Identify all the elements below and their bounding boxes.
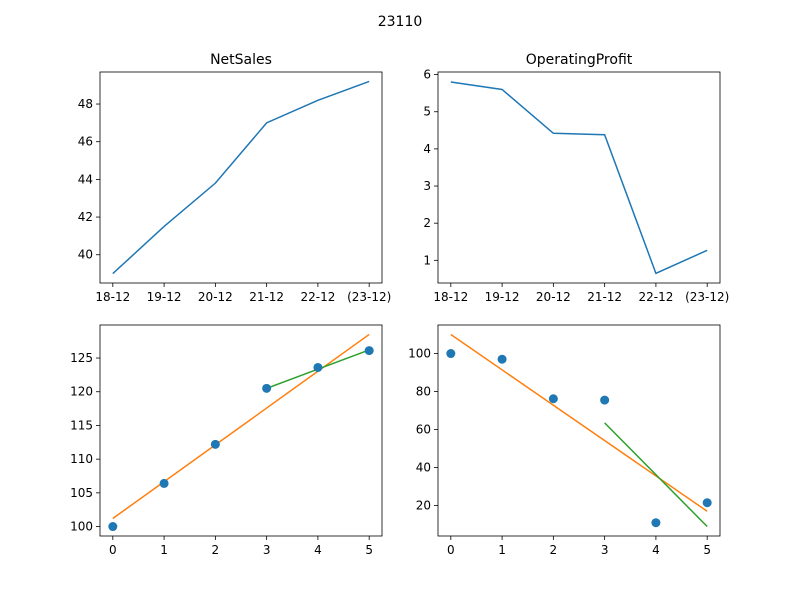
scatter-point	[548, 394, 558, 404]
y-tick-label: 40	[416, 461, 431, 475]
y-tick-label: 60	[416, 423, 431, 437]
x-tick-label: 19-12	[147, 290, 182, 304]
y-tick-label: 105	[70, 486, 93, 500]
scatter-point	[702, 498, 712, 508]
plot-frame	[437, 324, 721, 537]
x-tick-label: 22-12	[638, 290, 673, 304]
x-tick-label: (23-12)	[347, 290, 391, 304]
fit-line-1	[450, 333, 708, 512]
x-tick-label: 21-12	[587, 290, 622, 304]
x-tick-label: 0	[447, 543, 455, 557]
scatter-point	[313, 362, 323, 372]
scatter-point	[651, 518, 661, 528]
x-tick-label: 2	[550, 543, 558, 557]
x-tick-label: 20-12	[198, 290, 233, 304]
y-tick-label: 6	[423, 68, 431, 82]
y-tick-label: 46	[78, 135, 93, 149]
y-tick-label: 115	[70, 418, 93, 432]
x-tick-label: 18-12	[433, 290, 468, 304]
y-tick-label: 110	[70, 452, 93, 466]
x-tick-label: 18-12	[95, 290, 130, 304]
x-tick-label: 1	[160, 543, 168, 557]
plot-frame	[99, 324, 383, 537]
chart-4: 0 1 2 3 4 5 20 40 60 80 100	[408, 324, 721, 557]
x-tick-label: 0	[109, 543, 117, 557]
y-tick-label: 100	[408, 347, 431, 361]
y-tick-label: 1	[423, 253, 431, 267]
scatter-point	[262, 383, 272, 393]
chart-3: 0 1 2 3 4 5 100 105 110 115 120 125	[70, 324, 383, 557]
y-tick-label: 120	[70, 385, 93, 399]
x-tick-label: 19-12	[485, 290, 520, 304]
y-tick-label: 125	[70, 351, 93, 365]
scatter-point	[497, 354, 507, 364]
plot-frame	[99, 71, 383, 284]
fit-line-1	[112, 333, 370, 520]
chart-2: OperatingProfit 18-12 19-12 20-12 21-12 22-12…	[423, 52, 729, 304]
y-tick-label: 2	[423, 216, 431, 230]
chart-title: NetSales	[210, 52, 272, 68]
y-tick-label: 48	[78, 97, 93, 111]
x-tick-label: 5	[703, 543, 711, 557]
y-tick-label: 100	[70, 520, 93, 534]
x-tick-label: (23-12)	[685, 290, 729, 304]
scatter-point	[446, 349, 456, 359]
x-tick-label: 2	[212, 543, 220, 557]
series-line	[112, 80, 370, 275]
chart-1: NetSales 18-12 19-12 20-12 21-12 22-12 (23-12)…	[78, 52, 392, 304]
x-tick-label: 4	[314, 543, 322, 557]
scatter-point	[600, 395, 610, 405]
x-tick-label: 3	[263, 543, 271, 557]
y-tick-label: 4	[423, 142, 431, 156]
x-tick-label: 20-12	[536, 290, 571, 304]
chart-title: OperatingProfit	[526, 52, 633, 68]
series-line	[450, 81, 708, 275]
y-tick-label: 80	[416, 385, 431, 399]
x-tick-label: 4	[652, 543, 660, 557]
scatter-point	[108, 522, 118, 532]
fit-line-2	[604, 422, 708, 528]
scatter-point	[364, 346, 374, 356]
y-tick-label: 20	[416, 499, 431, 513]
y-tick-label: 3	[423, 179, 431, 193]
y-tick-label: 44	[78, 172, 93, 186]
figure-suptitle: 23110	[378, 14, 423, 30]
x-tick-label: 21-12	[249, 290, 284, 304]
x-tick-label: 22-12	[300, 290, 335, 304]
scatter-point	[210, 439, 220, 449]
scatter-point	[159, 478, 169, 488]
plot-frame	[437, 71, 721, 284]
x-tick-label: 3	[601, 543, 609, 557]
x-tick-label: 1	[498, 543, 506, 557]
charts-container: NetSales 18-12 19-12 20-12 21-12 22-12 (23-12)…	[70, 52, 729, 557]
y-tick-label: 40	[78, 248, 93, 262]
y-tick-label: 5	[423, 105, 431, 119]
y-tick-label: 42	[78, 210, 93, 224]
x-tick-label: 5	[365, 543, 373, 557]
